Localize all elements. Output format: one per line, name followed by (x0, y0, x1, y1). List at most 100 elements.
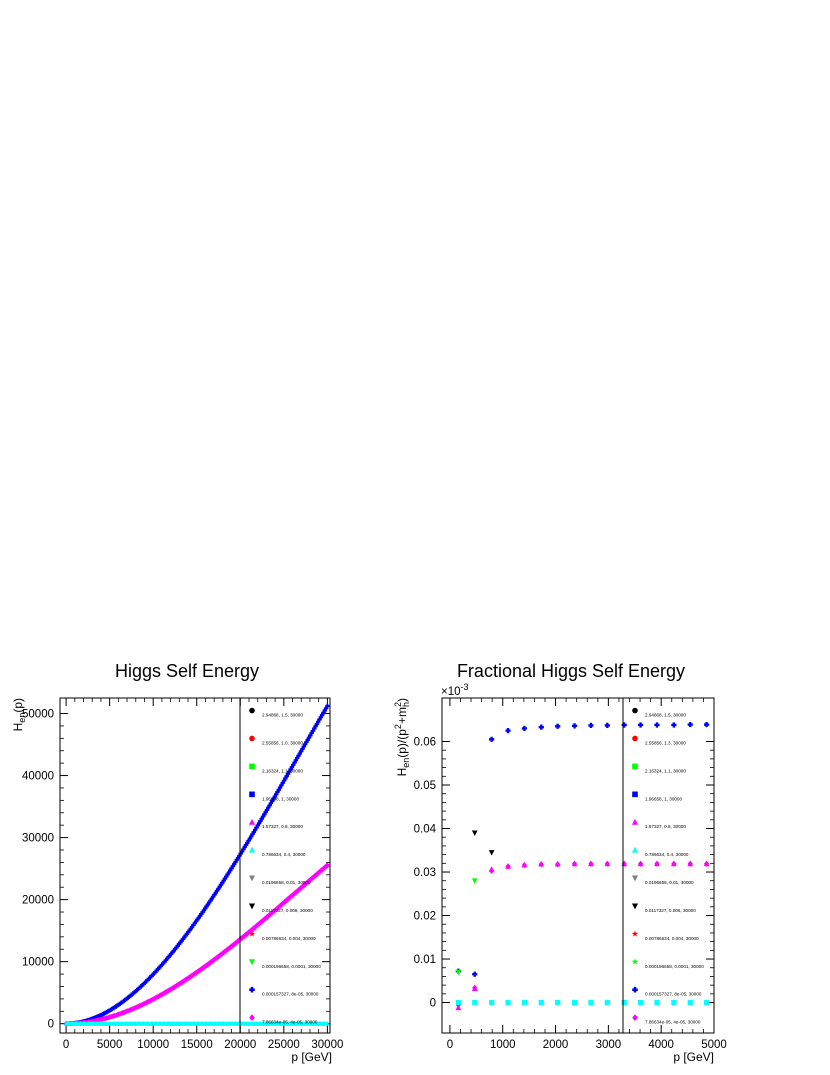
y-tick-label: 50000 (22, 709, 54, 721)
data-point (687, 999, 693, 1006)
data-point (309, 730, 314, 736)
legend-label: 0.0196658, 0.01, 30000 (262, 880, 311, 885)
data-point (505, 728, 511, 734)
data-point (687, 721, 693, 728)
x-tick-label: 1000 (490, 1039, 516, 1051)
data-point (122, 997, 128, 1003)
y-tick-label: 30000 (22, 833, 54, 845)
data-point (136, 986, 141, 992)
data-point (285, 771, 291, 777)
data-point (241, 847, 246, 852)
legend-marker (248, 903, 256, 910)
y-tick-label: 20000 (22, 895, 54, 907)
data-point (588, 722, 594, 729)
data-point (212, 892, 217, 897)
x-tick-label: 20000 (224, 1039, 256, 1051)
data-point (637, 860, 644, 867)
legend-label: 2.94868, 1.5, 30000 (262, 713, 303, 718)
x-tick-label: 4000 (648, 1039, 674, 1051)
legend-label: 0.786634, 0.4, 30000 (645, 852, 689, 857)
data-point (255, 823, 260, 828)
data-point (654, 860, 660, 867)
data-point (505, 863, 511, 869)
legend-marker (248, 875, 256, 882)
data-point (671, 999, 677, 1006)
data-point (154, 968, 159, 973)
data-point (162, 959, 167, 964)
data-point (224, 874, 229, 879)
data-point (233, 859, 238, 865)
right-y-multiplier: ×10-3 (441, 682, 469, 698)
data-point (571, 999, 578, 1006)
data-point (276, 787, 282, 792)
data-point (263, 809, 268, 815)
data-point (142, 980, 148, 985)
data-point (189, 924, 195, 930)
data-point (318, 715, 324, 720)
data-point (555, 723, 561, 729)
right-data-points (455, 721, 710, 1011)
data-point (187, 928, 192, 933)
data-point (145, 977, 150, 983)
data-point (271, 796, 276, 801)
data-point (172, 946, 178, 952)
data-point (153, 969, 158, 975)
data-point (319, 712, 325, 718)
data-point (588, 860, 594, 867)
legend-label: 0.000157327, 8e-05, 30000 (645, 992, 702, 997)
legend-label: 2.16324, 1.1, 30000 (262, 768, 303, 773)
data-point (703, 860, 710, 867)
data-point (324, 1021, 330, 1026)
x-tick-label: 0 (63, 1039, 69, 1051)
data-point (167, 953, 173, 958)
data-point (277, 785, 283, 790)
legend-label: 2.16324, 1.1, 30000 (645, 768, 686, 773)
data-point (637, 999, 644, 1006)
legend-marker (249, 735, 255, 742)
data-point (293, 758, 299, 763)
data-point (146, 976, 152, 982)
data-point (193, 919, 199, 924)
data-point (301, 744, 306, 749)
data-point (249, 834, 254, 839)
data-point (242, 844, 247, 850)
data-point (235, 855, 241, 861)
legend-marker (248, 959, 256, 966)
x-tick-label: 30000 (311, 1039, 343, 1051)
data-point (312, 726, 317, 731)
data-point (124, 996, 129, 1002)
data-point (197, 913, 203, 919)
right-y-axis-label: Hen(p)/(p2+m2h) (393, 698, 411, 776)
legend-marker (249, 763, 255, 770)
data-point (604, 722, 610, 729)
data-point (221, 878, 226, 883)
legend-marker (248, 818, 256, 825)
data-point (203, 906, 208, 911)
x-tick-label: 3000 (596, 1039, 622, 1051)
data-point (324, 862, 330, 867)
legend-label: 0.000157327, 8e-05, 30000 (262, 992, 319, 997)
data-point (196, 915, 201, 920)
data-point (315, 719, 321, 724)
data-point (140, 983, 145, 988)
right-plot-area: 0 1000 2000 3000 4000 5000 0 0.01 0.02 0.03 0.04 0.… (414, 698, 727, 1051)
data-point (471, 830, 478, 836)
data-point (250, 831, 255, 837)
data-point (184, 931, 190, 937)
legend-marker (248, 930, 256, 937)
data-point (264, 807, 270, 813)
data-point (200, 909, 205, 915)
data-point (191, 922, 196, 928)
legend-frame (622, 697, 715, 1034)
data-point (186, 929, 191, 935)
data-point (273, 792, 279, 797)
data-point (137, 985, 142, 990)
data-point (262, 812, 267, 817)
data-point (133, 989, 138, 994)
data-point (298, 749, 304, 754)
x-tick-label: 5000 (97, 1039, 123, 1051)
legend-marker (632, 735, 638, 742)
data-point (289, 764, 295, 770)
data-point (176, 941, 182, 947)
data-point (205, 902, 211, 907)
